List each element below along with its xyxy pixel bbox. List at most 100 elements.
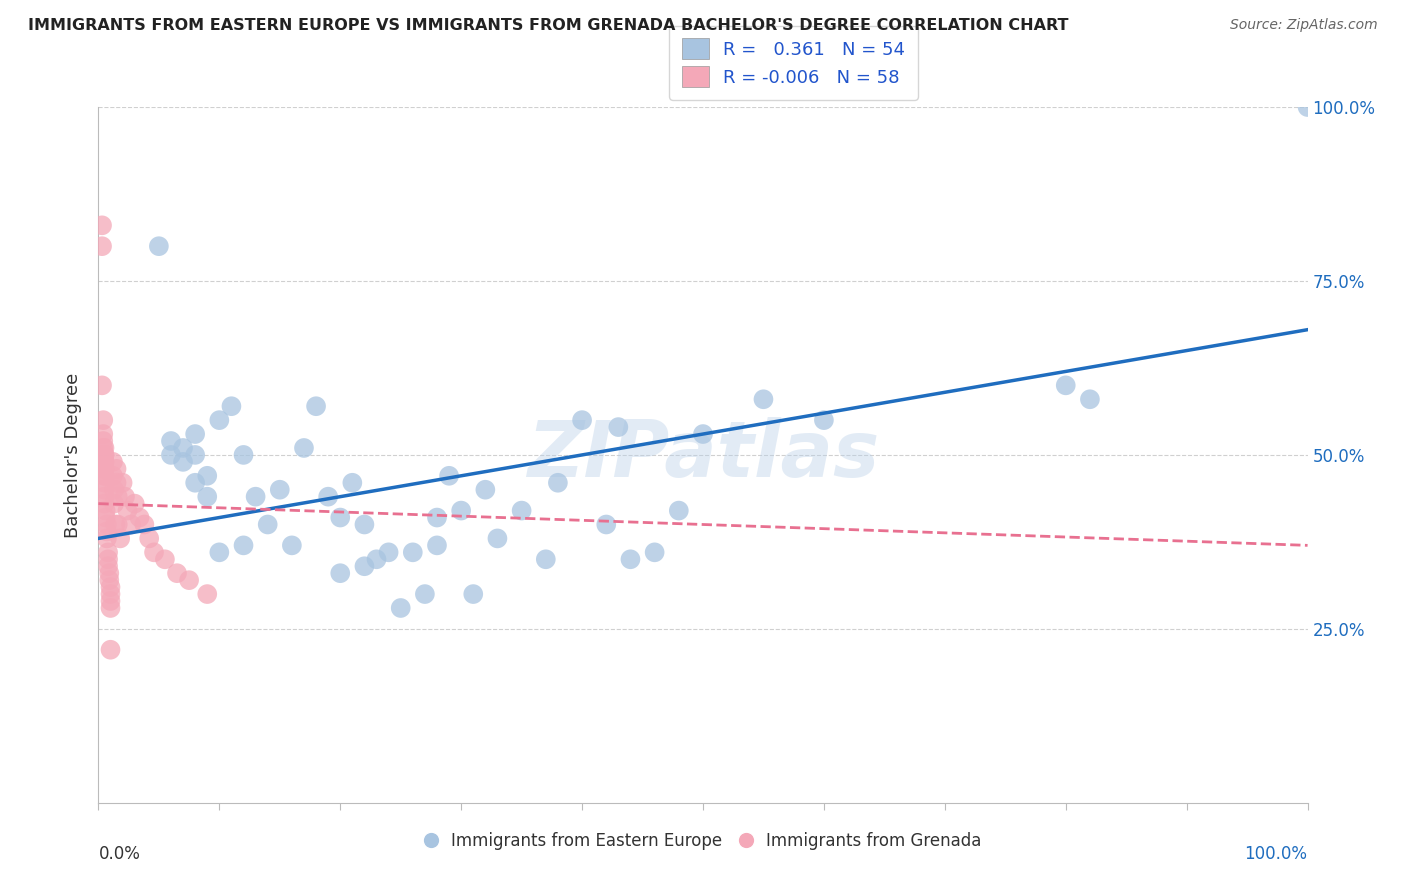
Point [195, 490, 218, 504]
Point [426, 538, 449, 552]
Point [184, 475, 207, 490]
Point [474, 483, 496, 497]
Point [692, 427, 714, 442]
Point [607, 420, 630, 434]
Point [128, 510, 150, 524]
Point [353, 517, 375, 532]
Point [94, 503, 117, 517]
Point [281, 538, 304, 552]
Point [93, 448, 115, 462]
Point [668, 503, 690, 517]
Point [117, 503, 139, 517]
Point [97, 545, 120, 559]
Y-axis label: Bachelor's Degree: Bachelor's Degree [63, 372, 82, 538]
Point [93, 455, 115, 469]
Point [166, 566, 188, 581]
Point [486, 532, 509, 546]
Point [91, 413, 114, 427]
Point [93, 497, 115, 511]
Point [316, 490, 339, 504]
Point [91, 441, 114, 455]
Point [342, 475, 364, 490]
Point [510, 503, 533, 517]
Point [96, 524, 118, 539]
Point [107, 517, 129, 532]
Point [437, 468, 460, 483]
Text: 100.0%: 100.0% [1244, 845, 1308, 863]
Point [91, 378, 114, 392]
Point [195, 468, 218, 483]
Point [389, 601, 412, 615]
Point [100, 642, 122, 657]
Point [103, 497, 125, 511]
Point [245, 490, 267, 504]
Point [148, 239, 170, 253]
Point [94, 510, 117, 524]
Point [172, 455, 194, 469]
Point [91, 239, 114, 253]
Point [353, 559, 375, 574]
Point [93, 462, 115, 476]
Point [138, 532, 160, 546]
Point [98, 566, 121, 581]
Point [644, 545, 666, 559]
Point [329, 566, 352, 581]
Point [143, 545, 166, 559]
Point [256, 517, 278, 532]
Point [93, 455, 115, 469]
Point [463, 587, 485, 601]
Point [91, 219, 114, 233]
Point [232, 538, 254, 552]
Point [97, 559, 120, 574]
Point [96, 532, 118, 546]
Point [366, 552, 388, 566]
Point [1078, 392, 1101, 407]
Point [103, 483, 125, 497]
Text: ZIPatlas: ZIPatlas [527, 417, 879, 493]
Point [105, 462, 128, 476]
Point [105, 475, 128, 490]
Point [93, 448, 115, 462]
Point [208, 413, 231, 427]
Point [232, 448, 254, 462]
Point [329, 510, 352, 524]
Point [100, 580, 122, 594]
Legend: Immigrants from Eastern Europe, Immigrants from Grenada: Immigrants from Eastern Europe, Immigran… [418, 826, 988, 857]
Point [1054, 378, 1077, 392]
Point [208, 545, 231, 559]
Point [179, 573, 201, 587]
Point [93, 490, 115, 504]
Point [619, 552, 641, 566]
Point [752, 392, 775, 407]
Point [221, 399, 243, 413]
Point [269, 483, 291, 497]
Point [91, 427, 114, 442]
Point [100, 594, 122, 608]
Point [426, 510, 449, 524]
Point [93, 475, 115, 490]
Point [108, 532, 131, 546]
Point [120, 517, 142, 532]
Point [96, 517, 118, 532]
Point [413, 587, 436, 601]
Point [93, 468, 115, 483]
Point [160, 434, 183, 448]
Point [377, 545, 399, 559]
Point [305, 399, 328, 413]
Point [93, 468, 115, 483]
Point [184, 448, 207, 462]
Point [1296, 100, 1319, 114]
Point [100, 587, 122, 601]
Point [101, 455, 124, 469]
Point [292, 441, 315, 455]
Point [134, 517, 156, 532]
Point [93, 441, 115, 455]
Point [547, 475, 569, 490]
Point [534, 552, 557, 566]
Point [93, 483, 115, 497]
Point [153, 552, 176, 566]
Point [93, 462, 115, 476]
Point [160, 448, 183, 462]
Point [813, 413, 835, 427]
Point [101, 468, 124, 483]
